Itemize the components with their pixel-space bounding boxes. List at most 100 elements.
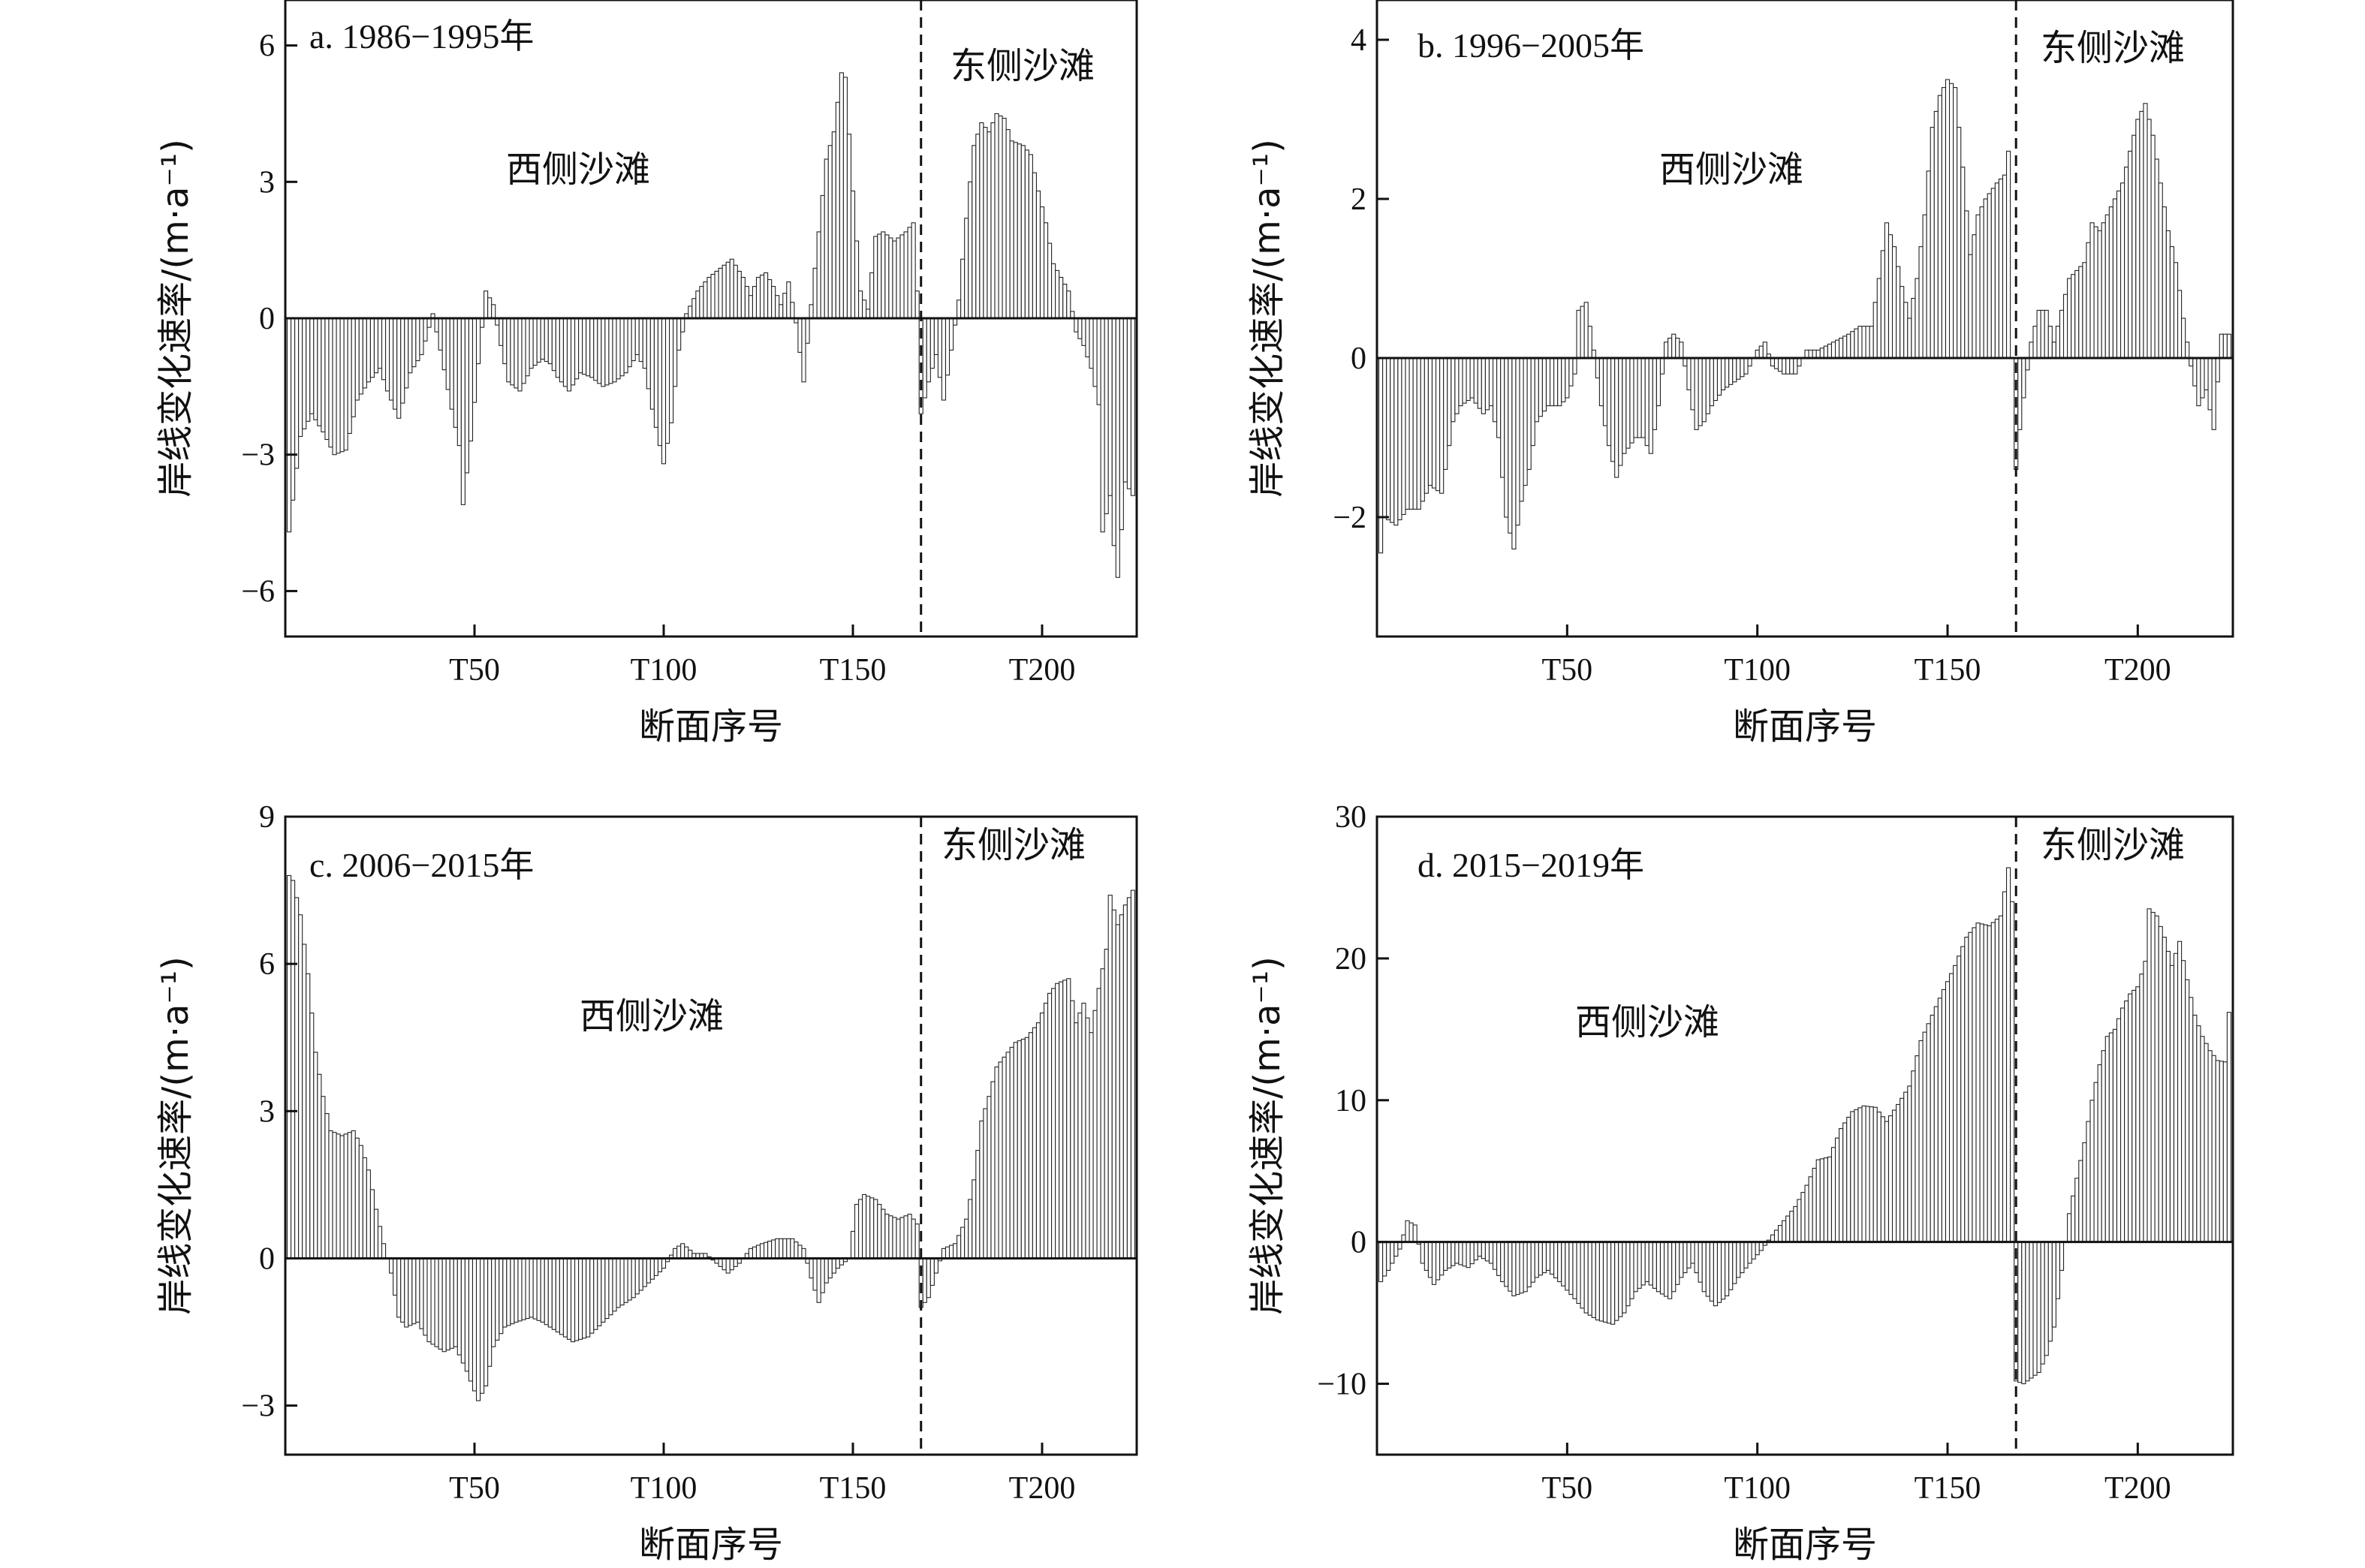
bar-t73 <box>559 318 564 383</box>
bar-t172 <box>2029 1241 2034 1379</box>
bar-t165 <box>2002 174 2008 359</box>
bar-t211 <box>1081 1002 1086 1260</box>
bar-t92 <box>1725 357 1730 388</box>
bar-t137 <box>1896 266 1901 359</box>
bar-t195 <box>2116 1018 2122 1243</box>
bar-t3 <box>1386 1241 1391 1272</box>
bar-t173 <box>2032 326 2038 359</box>
bar-t196 <box>1024 149 1029 319</box>
bar-t19 <box>354 318 360 401</box>
bar-t28 <box>1481 357 1486 414</box>
bar-t88 <box>616 1257 621 1308</box>
bar-t24 <box>373 1208 379 1260</box>
bar-t73 <box>1652 1241 1657 1289</box>
x-axis: T50 T100 T150 T200 <box>1542 624 2171 688</box>
bar-t3 <box>294 897 300 1260</box>
bar-t18 <box>1443 1241 1448 1272</box>
bar-t48 <box>464 318 469 474</box>
bar-t86 <box>1701 1241 1707 1293</box>
bar-t93 <box>1728 1241 1734 1290</box>
bar-t123 <box>748 1247 753 1260</box>
bar-t12 <box>1420 1241 1425 1264</box>
bar-t67 <box>536 1257 541 1321</box>
bar-t214 <box>2189 997 2194 1243</box>
bar-t165 <box>907 227 912 319</box>
bar-t89 <box>619 318 625 377</box>
bar-t77 <box>1668 337 1673 359</box>
bar-t42 <box>441 318 447 371</box>
bar-t195 <box>1020 1038 1026 1260</box>
bar-t166 <box>911 1218 916 1260</box>
bar-t23 <box>1462 1241 1467 1267</box>
bar-t29 <box>1484 357 1490 411</box>
bar-t174 <box>941 1247 947 1260</box>
bar-t209 <box>2169 965 2175 1243</box>
bar-t189 <box>998 1061 1003 1260</box>
bar-series <box>1378 867 2232 1385</box>
bar-t63 <box>1614 1241 1619 1321</box>
bar-t212 <box>2181 960 2186 1243</box>
bar-t22 <box>366 318 371 383</box>
bar-t184 <box>2074 1178 2080 1243</box>
bar-t30 <box>396 1257 402 1318</box>
bar-t3 <box>294 318 300 469</box>
bar-t74 <box>562 1257 568 1338</box>
bar-t133 <box>786 281 791 319</box>
x-tick-label: T150 <box>1915 653 1981 688</box>
bar-t161 <box>892 1217 897 1260</box>
bar-t100 <box>661 1257 667 1269</box>
bar-t28 <box>389 318 394 401</box>
bar-t126 <box>759 274 765 319</box>
bar-t80 <box>586 1257 591 1338</box>
bar-t196 <box>1024 1037 1029 1260</box>
bar-t59 <box>1598 357 1604 407</box>
bar-t206 <box>2158 182 2163 359</box>
bar-t99 <box>657 1257 663 1272</box>
east-beach-label: 东侧沙滩 <box>951 45 1095 87</box>
bar-t136 <box>797 1244 803 1260</box>
bar-t3 <box>1386 357 1391 521</box>
bar-t97 <box>1743 357 1749 375</box>
x-tick-label: T200 <box>1009 653 1076 688</box>
bar-t101 <box>1758 1241 1764 1251</box>
bar-t93 <box>634 1257 640 1295</box>
bar-t119 <box>733 264 738 319</box>
bar-t182 <box>2067 1213 2072 1243</box>
bar-t98 <box>653 1257 658 1276</box>
bar-t200 <box>2135 119 2141 359</box>
bar-t60 <box>510 318 515 386</box>
bar-series <box>286 874 1136 1401</box>
bar-t64 <box>1618 357 1623 466</box>
bar-t31 <box>400 318 405 404</box>
bar-t118 <box>729 1257 734 1271</box>
bar-t19 <box>1447 1241 1452 1269</box>
bar-t119 <box>1827 1156 1833 1243</box>
bar-t167 <box>914 1223 920 1260</box>
bar-t7 <box>1401 357 1406 516</box>
bar-t85 <box>604 318 610 386</box>
bar-t70 <box>1640 357 1646 438</box>
bar-t200 <box>2135 986 2141 1243</box>
bar-t42 <box>441 1257 447 1353</box>
y-axis: −6 −3 0 3 6 <box>241 29 297 609</box>
bar-t144 <box>827 145 833 319</box>
bar-t178 <box>2051 1241 2056 1328</box>
bar-t25 <box>377 318 383 369</box>
bar-t124 <box>1846 1116 1851 1243</box>
bar-t209 <box>1074 318 1079 333</box>
bar-t158 <box>1975 214 1981 359</box>
bar-t88 <box>1709 1241 1714 1302</box>
bar-t92 <box>631 318 636 362</box>
bar-t211 <box>2177 940 2183 1243</box>
bar-t72 <box>1648 357 1653 454</box>
bar-t25 <box>1469 1241 1475 1265</box>
bar-t213 <box>2185 979 2190 1243</box>
bar-t44 <box>1541 357 1547 412</box>
bar-t135 <box>1887 1115 1894 1243</box>
bar-t89 <box>619 1257 625 1306</box>
y-axis-title: 岸线变化速率/(m·a⁻¹) <box>155 956 197 1315</box>
bar-t144 <box>1922 1031 1927 1243</box>
bar-t140 <box>812 1257 818 1291</box>
bar-t53 <box>1576 1241 1581 1305</box>
bar-t216 <box>1100 318 1105 533</box>
